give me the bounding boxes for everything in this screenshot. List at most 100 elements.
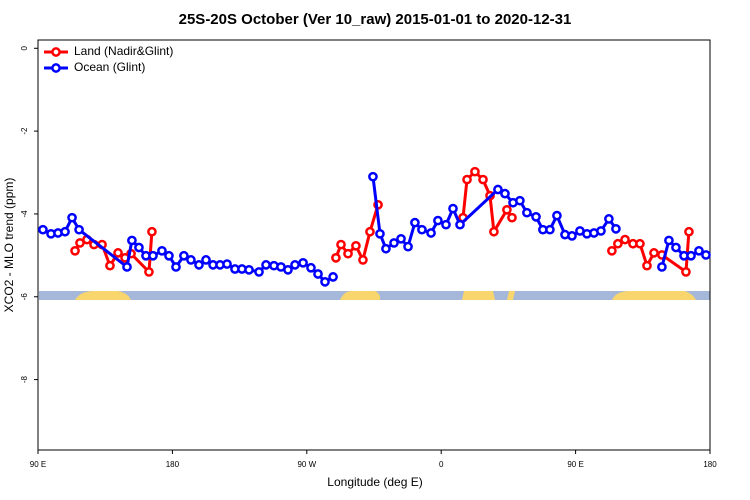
- data-point: [500, 188, 510, 199]
- data-point: [567, 231, 577, 241]
- x-axis-title: Longitude (deg E): [327, 475, 422, 489]
- data-point: [147, 226, 157, 237]
- data-point: [502, 204, 512, 215]
- data-point: [403, 241, 413, 252]
- x-tick-label: 0: [439, 460, 444, 469]
- y-tick-label: -4: [20, 210, 29, 218]
- data-point: [671, 242, 681, 253]
- data-point: [596, 226, 606, 236]
- x-tick-label: 90 E: [567, 460, 583, 469]
- data-point: [122, 262, 132, 272]
- data-point: [389, 238, 399, 248]
- legend-label: Ocean (Glint): [74, 60, 145, 74]
- data-point: [545, 224, 555, 235]
- data-point: [686, 250, 696, 261]
- data-point: [515, 195, 525, 206]
- data-point: [201, 255, 211, 265]
- map-strip: [39, 291, 710, 300]
- x-tick-label: 180: [703, 460, 717, 469]
- x-tick-label: 90 W: [297, 460, 316, 469]
- data-point: [261, 260, 271, 270]
- data-point: [694, 245, 704, 256]
- data-point: [113, 248, 123, 258]
- data-point: [620, 234, 630, 245]
- y-tick-label: -2: [20, 127, 29, 135]
- data-point: [611, 223, 621, 234]
- data-point: [298, 257, 308, 268]
- data-point: [38, 224, 48, 235]
- data-point: [336, 239, 346, 250]
- data-point: [134, 242, 144, 253]
- data-point: [607, 245, 617, 256]
- data-point: [105, 260, 115, 271]
- data-point: [410, 217, 420, 228]
- x-tick-label: 180: [166, 460, 180, 469]
- data-point: [127, 235, 137, 246]
- data-point: [433, 215, 443, 226]
- data-point: [396, 233, 406, 244]
- data-point: [426, 228, 436, 238]
- data-point: [649, 248, 659, 258]
- chart-title: 25S-20S October (Ver 10_raw) 2015-01-01 …: [179, 11, 572, 28]
- data-point: [157, 245, 167, 256]
- data-point: [470, 166, 480, 177]
- data-point: [664, 235, 674, 246]
- data-point: [381, 243, 391, 254]
- data-point: [368, 171, 378, 182]
- data-point: [144, 267, 154, 277]
- data-point: [67, 212, 77, 223]
- x-tick-label: 90 E: [30, 460, 46, 469]
- data-point: [681, 267, 691, 277]
- data-point: [462, 174, 472, 185]
- land-patch: [340, 291, 381, 300]
- data-point: [358, 255, 368, 265]
- y-tick-label: -6: [20, 293, 29, 301]
- data-point: [417, 224, 427, 235]
- data-point: [552, 210, 562, 221]
- y-tick-label: -8: [20, 375, 29, 383]
- legend-marker: [51, 47, 61, 57]
- legend-label: Land (Nadir&Glint): [74, 44, 173, 58]
- data-point: [343, 248, 353, 259]
- data-point: [493, 184, 503, 195]
- land-patch: [612, 291, 696, 300]
- data-point: [244, 264, 254, 275]
- data-point: [448, 203, 458, 214]
- data-point: [148, 250, 158, 261]
- data-point: [478, 174, 488, 185]
- data-point: [320, 277, 330, 287]
- data-point: [60, 226, 70, 237]
- data-point: [455, 219, 465, 230]
- data-point: [701, 250, 711, 260]
- data-point: [222, 259, 232, 269]
- land-patch: [462, 291, 495, 300]
- data-point: [604, 214, 614, 224]
- y-tick-label: 0: [20, 46, 29, 51]
- data-point: [684, 226, 694, 237]
- data-point: [171, 262, 181, 272]
- data-point: [313, 269, 323, 279]
- data-point: [522, 207, 532, 218]
- data-point: [642, 260, 652, 271]
- data-point: [290, 260, 300, 270]
- data-point: [254, 267, 264, 277]
- data-point: [179, 250, 189, 261]
- data-point: [635, 238, 645, 249]
- data-point: [489, 226, 499, 237]
- land-patch: [75, 291, 131, 300]
- data-point: [351, 240, 361, 251]
- data-point: [375, 228, 385, 239]
- legend-marker: [51, 63, 61, 73]
- data-point: [365, 226, 375, 237]
- data-point: [74, 224, 84, 235]
- data-point: [70, 245, 80, 256]
- y-axis-title: XCO2 - MLO trend (ppm): [2, 178, 16, 313]
- data-point: [441, 219, 451, 230]
- plot-frame: [37, 39, 711, 451]
- data-point: [613, 238, 623, 249]
- data-point: [164, 250, 174, 261]
- data-point: [657, 262, 667, 272]
- data-point: [328, 272, 338, 282]
- data-point: [194, 260, 204, 270]
